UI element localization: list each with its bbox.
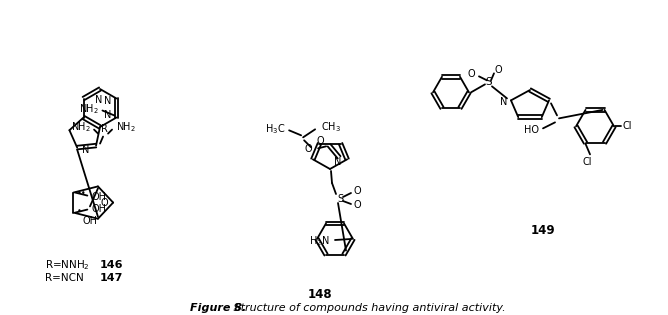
Text: H$_3$C: H$_3$C [265,123,285,136]
Text: NH$_2$: NH$_2$ [79,103,98,117]
Text: CH$_3$: CH$_3$ [321,120,341,134]
Text: NH$_2$: NH$_2$ [116,121,136,135]
Text: H$_2$N: H$_2$N [309,234,329,248]
Text: 148: 148 [308,289,332,301]
Text: R=NCN: R=NCN [45,273,84,283]
Text: •: • [76,207,81,216]
Text: O: O [317,136,324,146]
Text: 147: 147 [100,273,124,283]
Text: O: O [305,144,312,154]
Text: N: N [82,145,90,155]
Text: Cl: Cl [582,158,592,167]
Text: Structure of compounds having antiviral activity.: Structure of compounds having antiviral … [230,303,506,313]
Text: O: O [354,200,361,210]
Text: 146: 146 [100,260,124,270]
Text: OH: OH [82,216,98,226]
Text: S: S [486,77,492,87]
Text: OH: OH [92,203,106,214]
Text: Cl: Cl [622,121,631,131]
Text: OH: OH [92,192,106,202]
Text: ••: •• [76,189,86,198]
Text: R: R [101,123,108,134]
Text: O: O [354,186,361,196]
Text: O: O [495,66,502,75]
Text: N: N [104,95,112,106]
Text: 149: 149 [530,224,555,237]
Text: NH$_2$: NH$_2$ [71,121,91,135]
Text: HO: HO [524,125,539,135]
Text: R=NNH$_2$: R=NNH$_2$ [45,258,90,272]
Text: N: N [500,97,507,107]
Text: O: O [468,69,475,79]
Text: N: N [334,157,341,167]
Text: N: N [96,95,103,105]
Text: O: O [100,198,108,208]
Text: N: N [104,111,112,121]
Text: Figure 8.: Figure 8. [190,303,246,313]
Text: S: S [337,194,343,204]
